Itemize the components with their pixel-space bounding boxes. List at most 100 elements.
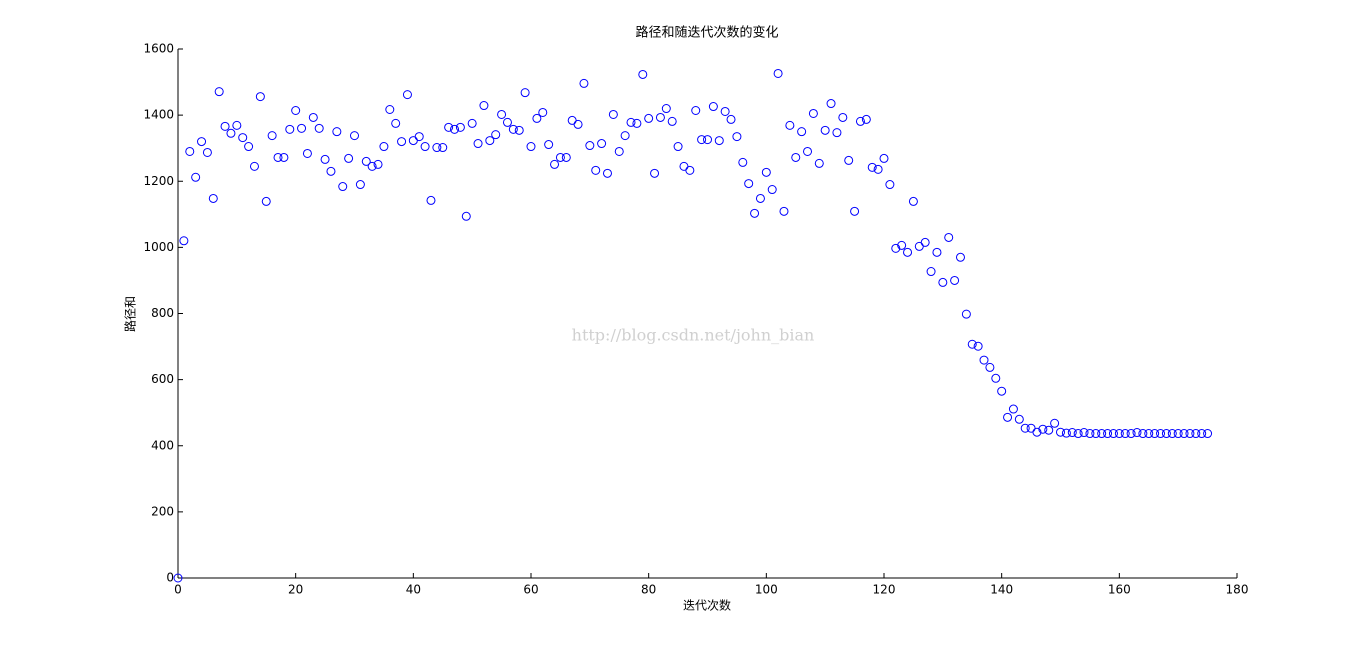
y-tick-label: 800	[151, 306, 174, 320]
point	[685, 165, 695, 175]
point	[255, 92, 265, 102]
point	[826, 99, 836, 109]
point	[697, 135, 707, 145]
y-tick-label: 400	[151, 438, 174, 452]
point	[855, 116, 865, 126]
point	[620, 131, 630, 141]
point	[1097, 429, 1107, 439]
point	[891, 243, 901, 253]
point	[555, 152, 565, 162]
point	[297, 123, 307, 133]
point	[597, 139, 607, 149]
point	[950, 275, 960, 285]
point	[1032, 427, 1042, 437]
point	[402, 90, 412, 100]
y-tick-label: 0	[166, 571, 174, 585]
point	[1008, 404, 1018, 414]
point	[1044, 425, 1054, 435]
point	[1191, 429, 1201, 439]
point	[1167, 429, 1177, 439]
point	[397, 137, 407, 147]
point	[438, 143, 448, 153]
point	[691, 105, 701, 115]
x-tick-label: 120	[873, 583, 896, 597]
point	[279, 152, 289, 162]
point	[273, 152, 283, 162]
point	[385, 105, 395, 115]
point	[626, 117, 636, 127]
point	[967, 339, 977, 349]
y-tick-label: 1200	[143, 174, 174, 188]
point	[861, 114, 871, 124]
point	[1085, 429, 1095, 439]
point	[1161, 429, 1171, 439]
point	[226, 128, 236, 138]
point	[803, 146, 813, 156]
point	[867, 162, 877, 172]
point	[232, 120, 242, 130]
point	[979, 355, 989, 365]
point	[355, 180, 365, 190]
point	[761, 167, 771, 177]
point	[367, 161, 377, 171]
point	[214, 87, 224, 97]
point	[614, 146, 624, 156]
point	[638, 69, 648, 79]
point	[873, 164, 883, 174]
point	[473, 139, 483, 149]
point	[750, 208, 760, 218]
point	[961, 309, 971, 319]
point	[1091, 429, 1101, 439]
point	[508, 124, 518, 134]
point	[797, 127, 807, 137]
point	[673, 142, 683, 152]
point	[755, 193, 765, 203]
point	[938, 277, 948, 287]
point	[326, 166, 336, 176]
point	[1003, 412, 1013, 422]
point	[179, 236, 189, 246]
point	[350, 131, 359, 141]
point	[1120, 429, 1130, 439]
point	[455, 122, 465, 132]
point	[491, 130, 501, 140]
x-tick-label: 160	[1108, 583, 1131, 597]
point	[773, 68, 783, 78]
point	[608, 109, 618, 119]
point	[191, 172, 201, 182]
point	[820, 125, 830, 135]
point	[461, 211, 471, 221]
point	[661, 104, 671, 114]
point	[1150, 429, 1160, 439]
point	[1179, 429, 1189, 439]
point	[1203, 429, 1213, 439]
point	[267, 131, 277, 141]
point	[320, 154, 330, 164]
x-tick-label: 60	[523, 583, 538, 597]
point	[879, 153, 889, 163]
point	[632, 118, 642, 128]
point	[985, 362, 995, 372]
point	[1132, 428, 1142, 438]
x-tick-label: 20	[288, 583, 303, 597]
point	[779, 206, 789, 216]
point	[644, 113, 654, 123]
point	[261, 196, 271, 206]
point	[703, 135, 712, 145]
point	[426, 195, 436, 205]
y-tick-label: 1600	[143, 42, 174, 56]
point	[1138, 429, 1148, 439]
point	[544, 140, 554, 150]
point	[785, 120, 795, 130]
point	[850, 206, 860, 216]
point	[561, 152, 571, 162]
point	[767, 185, 777, 195]
point	[185, 146, 195, 156]
point	[1197, 429, 1207, 439]
point	[579, 78, 589, 88]
point	[573, 119, 583, 129]
point	[1050, 418, 1060, 428]
point	[344, 153, 354, 163]
point	[1067, 428, 1077, 438]
